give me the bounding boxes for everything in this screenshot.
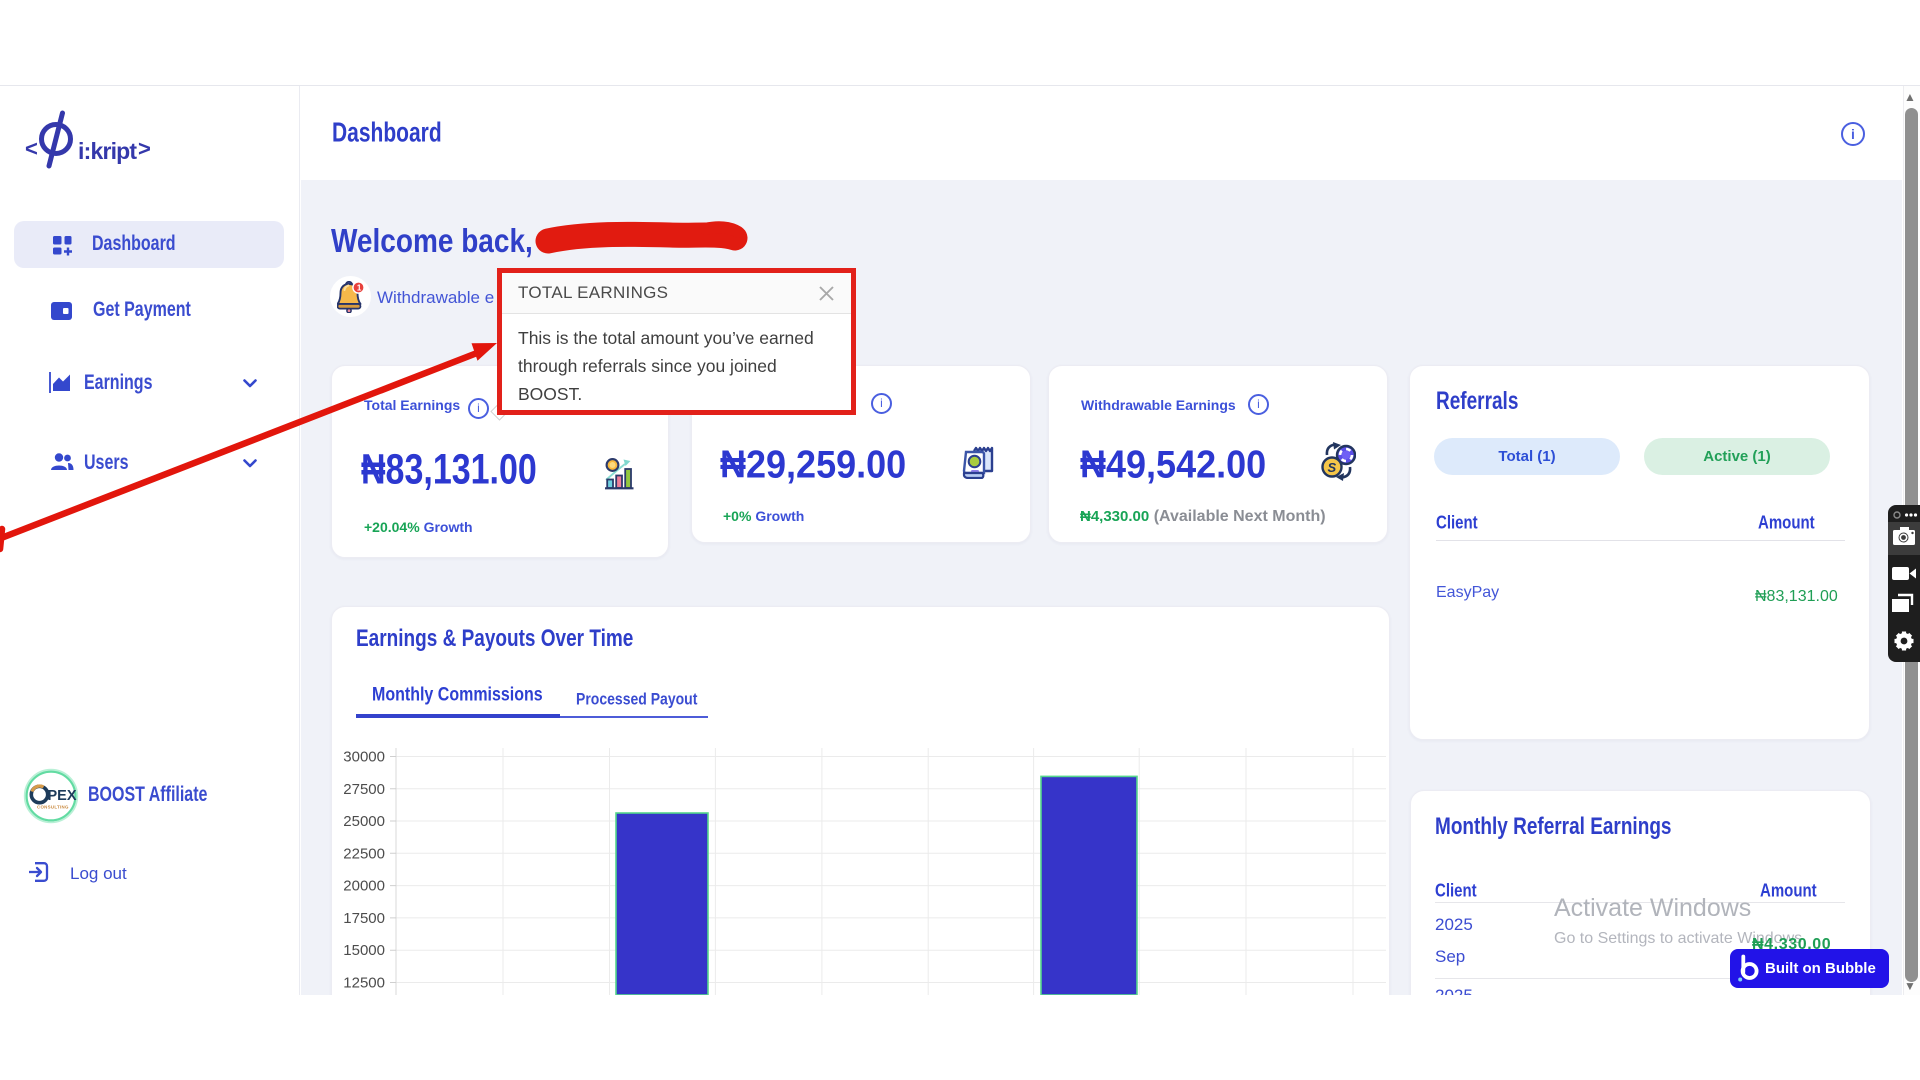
svg-text:27500: 27500 xyxy=(343,781,385,798)
svg-text:30000: 30000 xyxy=(343,749,385,766)
svg-text:20000: 20000 xyxy=(343,878,385,895)
svg-text:12500: 12500 xyxy=(343,975,385,992)
svg-text:<: < xyxy=(25,136,38,161)
svg-text:CONSULTING: CONSULTING xyxy=(37,805,69,810)
svg-text:17500: 17500 xyxy=(343,910,385,927)
svg-text:22500: 22500 xyxy=(343,845,385,862)
svg-text:1: 1 xyxy=(357,283,362,292)
svg-text:15000: 15000 xyxy=(343,942,385,959)
svg-text:>: > xyxy=(138,136,151,161)
svg-text:S: S xyxy=(1328,460,1337,475)
svg-text:i:kript: i:kript xyxy=(78,138,137,164)
svg-text:PEX: PEX xyxy=(48,788,77,804)
svg-text:25000: 25000 xyxy=(343,813,385,830)
